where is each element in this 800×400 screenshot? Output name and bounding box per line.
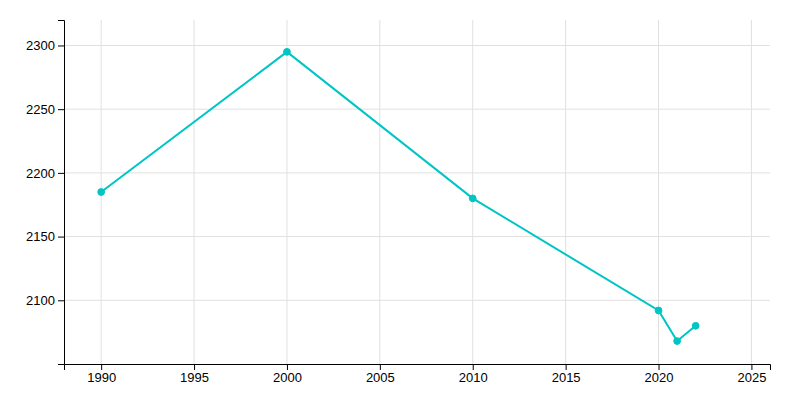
y-tick-label: 2100 [26,293,55,308]
point [674,338,681,345]
y-tick-label: 2150 [26,229,55,244]
line [101,52,696,341]
point [655,307,662,314]
point [284,48,291,55]
x-tick: 2000 [273,364,302,385]
grid-line-x [565,20,566,364]
y-tick-label: 2250 [26,102,55,117]
grid-line-x [286,20,287,364]
y-tick: 2300 [26,38,64,53]
y-tick-mark [58,45,64,46]
grid-line-y [64,236,770,237]
y-tick: 2200 [26,166,64,181]
x-tick-label: 2015 [552,370,581,385]
x-tick: 2010 [459,364,488,385]
point [469,195,476,202]
x-tick-mark [380,364,381,370]
x-tick-label: 1995 [180,370,209,385]
y-tick-mark [58,109,64,110]
y-tick-mark [58,237,64,238]
grid-line-x [379,20,380,364]
x-axis-line [65,365,771,371]
x-axis: 1990 1995 2000 2005 2010 2015 2020 2025 [65,364,771,385]
x-tick-label: 2010 [459,370,488,385]
y-tick: 2250 [26,102,64,117]
x-tick-mark [473,364,474,370]
x-tick-mark [659,364,660,370]
point [98,189,105,196]
grid-line-x [751,20,752,364]
y-axis-line [58,21,65,365]
grid-line-y [64,109,770,110]
y-tick: 2150 [26,229,64,244]
x-tick-mark [287,364,288,370]
x-tick: 2005 [366,364,395,385]
grid-line-x [472,20,473,364]
grid-line-y [64,300,770,301]
grid-line-x [194,20,195,364]
x-tick: 1995 [180,364,209,385]
point [692,322,699,329]
x-tick: 2020 [645,364,674,385]
y-tick-label: 2200 [26,166,55,181]
y-tick-mark [58,173,64,174]
grid-line-y [64,45,770,46]
x-tick-label: 1990 [87,370,116,385]
y-axis: 2100 2150 2200 2250 2300 [26,21,64,365]
x-tick-mark [566,364,567,370]
x-tick: 2025 [737,364,766,385]
x-tick-label: 2020 [645,370,674,385]
y-tick-label: 2300 [26,38,55,53]
chart: 1990 1995 2000 2005 2010 2015 2020 2025 2100 2150… [0,0,800,400]
grid-line-y [64,172,770,173]
x-tick-label: 2005 [366,370,395,385]
x-tick-mark [194,364,195,370]
x-tick-label: 2025 [737,370,766,385]
marks [98,48,699,344]
x-tick: 1990 [87,364,116,385]
grid [64,20,770,364]
y-tick: 2100 [26,293,64,308]
plot: 1990 1995 2000 2005 2010 2015 2020 2025 2100 2150… [26,20,770,385]
x-tick-label: 2000 [273,370,302,385]
x-tick-mark [751,364,752,370]
x-tick-mark [101,364,102,370]
x-tick: 2015 [552,364,581,385]
y-tick-mark [58,300,64,301]
